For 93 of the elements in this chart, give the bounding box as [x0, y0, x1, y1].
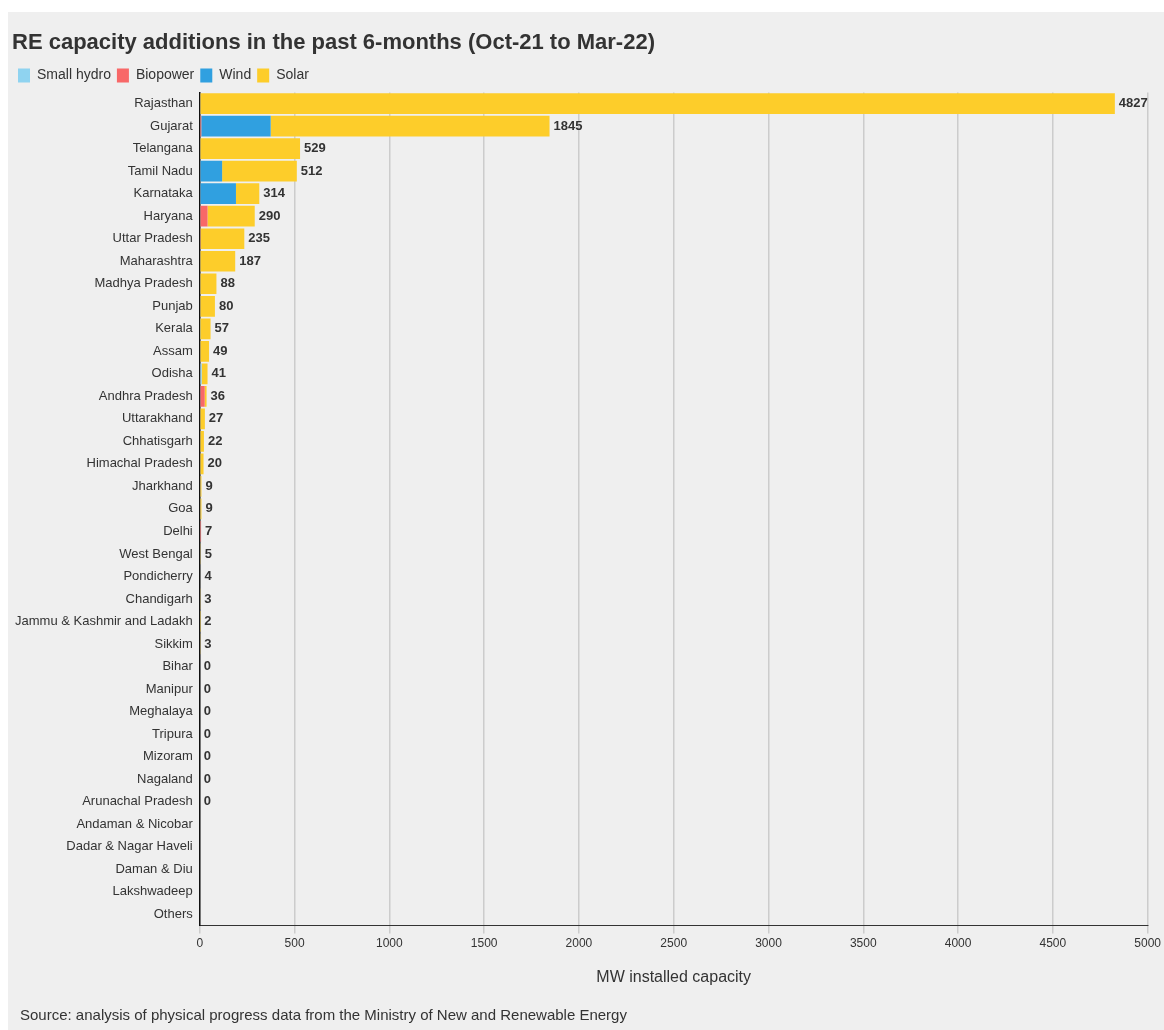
y-tick-label: Arunachal Pradesh — [82, 793, 193, 809]
total-label: 9 — [205, 500, 213, 516]
total-label: 1845 — [553, 117, 583, 133]
y-tick-label: Lakshwadeep — [112, 883, 193, 899]
x-tick-label: 3500 — [849, 935, 877, 950]
y-tick-label: Sikkim — [154, 635, 193, 651]
y-tick-label: Karnataka — [133, 185, 194, 201]
y-tick-label: Others — [153, 905, 194, 921]
total-label: 4827 — [1118, 95, 1148, 111]
y-tick-label: Telangana — [132, 140, 194, 156]
y-tick-label: Manipur — [145, 680, 194, 696]
total-label: 7 — [205, 522, 213, 538]
y-tick-label: Daman & Diu — [115, 860, 193, 876]
y-tick-label: Odisha — [151, 365, 194, 381]
total-label: 0 — [203, 793, 211, 809]
x-tick-label: 1500 — [470, 935, 498, 950]
total-label: 9 — [205, 477, 213, 493]
x-tick-label: 4500 — [1039, 935, 1067, 950]
bar — [200, 205, 208, 227]
total-label: 0 — [203, 770, 211, 786]
x-tick-label: 1000 — [375, 935, 403, 950]
y-tick-label: Bihar — [162, 658, 194, 674]
y-tick-label: Madhya Pradesh — [94, 275, 193, 291]
total-label: 57 — [214, 320, 230, 336]
total-label: 0 — [203, 658, 211, 674]
chart-title: RE capacity additions in the past 6-months (Oct-21 to Mar-22) — [12, 29, 655, 55]
total-label: 20 — [207, 455, 223, 471]
y-tick-label: Pondicherry — [123, 568, 194, 584]
total-label: 88 — [220, 275, 235, 291]
y-tick-label: Tamil Nadu — [127, 162, 193, 178]
legend-label: Biopower — [135, 66, 195, 83]
legend-label: Wind — [219, 66, 252, 83]
y-tick-label: Uttarakhand — [121, 410, 193, 426]
total-label: 0 — [203, 725, 211, 741]
legend-label: Solar — [276, 66, 310, 83]
y-tick-label: Maharashtra — [119, 252, 194, 268]
source-note: Source: analysis of physical progress data from the Ministry of New and Renewable Energy — [20, 1006, 627, 1023]
x-tick-label: 3000 — [755, 935, 783, 950]
total-label: 27 — [208, 410, 224, 426]
bar — [200, 408, 205, 430]
y-tick-label: Jammu & Kashmir and Ladakh — [14, 613, 193, 629]
total-label: 0 — [203, 748, 211, 764]
x-tick-label: 0 — [196, 935, 204, 950]
y-tick-label: Goa — [168, 500, 194, 516]
total-label: 22 — [207, 432, 223, 448]
bar — [200, 93, 1115, 115]
y-tick-label: Himachal Pradesh — [86, 455, 193, 471]
y-tick-label: Dadar & Nagar Haveli — [66, 838, 193, 854]
bar — [200, 453, 204, 475]
x-tick-label: 2000 — [565, 935, 593, 950]
total-label: 0 — [203, 703, 211, 719]
x-tick-label: 2500 — [660, 935, 688, 950]
y-tick-label: Punjab — [152, 297, 193, 313]
y-tick-label: Gujarat — [150, 117, 194, 133]
y-tick-label: Haryana — [143, 207, 194, 223]
total-label: 3 — [204, 590, 212, 606]
y-tick-label: Tripura — [152, 725, 194, 741]
total-label: 187 — [239, 252, 261, 268]
bar — [201, 115, 271, 137]
x-tick-label: 500 — [284, 935, 305, 950]
y-tick-label: Nagaland — [137, 770, 193, 786]
y-tick-label: Assam — [153, 342, 193, 358]
y-tick-label: Chandigarh — [125, 590, 193, 606]
y-tick-label: Andaman & Nicobar — [76, 815, 194, 831]
total-label: 41 — [211, 365, 226, 381]
x-tick-label: 4000 — [944, 935, 972, 950]
y-tick-label: Andhra Pradesh — [98, 387, 193, 403]
total-label: 235 — [248, 230, 271, 246]
x-tick-label: 5000 — [1134, 935, 1162, 950]
total-label: 314 — [263, 185, 286, 201]
total-label: 80 — [218, 297, 234, 313]
total-label: 49 — [213, 342, 228, 358]
y-tick-label: Meghalaya — [129, 703, 194, 719]
total-label: 529 — [304, 140, 326, 156]
total-label: 4 — [204, 568, 213, 584]
y-tick-label: West Bengal — [119, 545, 193, 561]
y-tick-label: Delhi — [163, 522, 193, 538]
bar — [200, 385, 205, 407]
x-axis-title: MW installed capacity — [596, 967, 752, 985]
total-label: 2 — [204, 613, 212, 629]
y-tick-label: Kerala — [155, 320, 194, 336]
y-tick-label: Jharkhand — [132, 477, 193, 493]
total-label: 290 — [258, 207, 281, 223]
y-tick-label: Rajasthan — [134, 95, 193, 111]
total-label: 36 — [210, 387, 226, 403]
y-tick-label: Chhatisgarh — [122, 432, 193, 448]
total-label: 3 — [204, 635, 212, 651]
legend-label: Small hydro — [37, 66, 112, 83]
total-label: 5 — [204, 545, 212, 561]
y-tick-label: Uttar Pradesh — [112, 230, 193, 246]
total-label: 0 — [203, 680, 211, 696]
total-label: 512 — [300, 162, 323, 178]
y-tick-label: Mizoram — [142, 748, 193, 764]
